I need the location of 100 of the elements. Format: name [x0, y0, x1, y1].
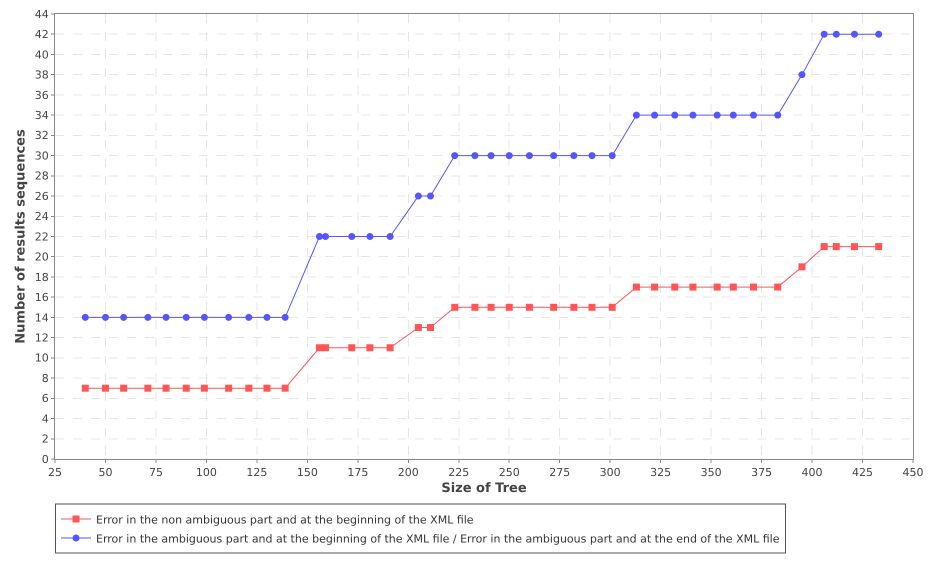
point — [144, 314, 152, 321]
point — [750, 112, 758, 119]
point — [526, 304, 533, 311]
point — [570, 152, 578, 160]
y-tick-label: 8 — [42, 372, 49, 385]
point — [832, 30, 840, 38]
point — [875, 30, 882, 38]
point — [225, 314, 232, 321]
y-tick-label: 0 — [42, 452, 49, 466]
point — [730, 284, 737, 291]
legend-label: Error in the non ambiguous part and at the beginning of the XML file — [96, 513, 474, 526]
point — [651, 112, 658, 119]
point — [526, 152, 533, 160]
point — [471, 304, 478, 311]
point — [506, 304, 513, 311]
x-tick-label: 350 — [700, 466, 722, 480]
x-tick-label: 300 — [600, 466, 621, 480]
point — [671, 112, 678, 119]
point — [570, 304, 578, 311]
x-tick-label: 100 — [196, 466, 217, 480]
y-tick-label: 22 — [34, 230, 49, 244]
point — [632, 112, 640, 119]
point — [162, 384, 170, 392]
point — [348, 233, 356, 240]
point — [200, 314, 208, 321]
point — [414, 324, 422, 332]
x-tick-label: 200 — [398, 466, 419, 480]
point — [282, 384, 289, 392]
point — [182, 314, 190, 321]
point — [366, 233, 374, 240]
x-tick-label: 125 — [246, 466, 268, 480]
y-tick-label: 32 — [34, 129, 49, 142]
y-tick-label: 4 — [42, 412, 49, 426]
x-tick-label: 275 — [549, 466, 570, 480]
point — [386, 344, 394, 352]
point — [608, 304, 616, 311]
y-tick-label: 42 — [34, 28, 49, 42]
y-tick-label: 14 — [34, 311, 49, 324]
x-tick-label: 25 — [48, 466, 62, 480]
point — [798, 263, 806, 270]
point — [386, 233, 394, 240]
point — [820, 30, 828, 38]
x-axis-title: Size of Tree — [441, 480, 527, 496]
y-tick-label: 26 — [34, 190, 49, 203]
y-axis-title: Number of results sequences — [14, 129, 29, 344]
legend-label: Error in the ambiguous part and at the beginning of the XML file / Error in the ambiguous part and at the end of the XML file — [96, 532, 780, 546]
point — [850, 30, 858, 38]
point — [774, 284, 782, 291]
y-tick-label: 28 — [34, 170, 49, 183]
point — [671, 284, 678, 291]
x-tick-label: 175 — [347, 466, 368, 480]
point — [550, 304, 558, 311]
point — [774, 112, 782, 119]
point — [120, 384, 128, 392]
point — [144, 384, 152, 392]
x-tick-label: 75 — [148, 466, 163, 480]
point — [689, 284, 696, 291]
y-tick-label: 40 — [34, 48, 49, 62]
point — [225, 384, 232, 392]
point — [651, 284, 658, 291]
x-tick-label: 450 — [902, 466, 924, 480]
point — [316, 233, 323, 240]
point — [608, 152, 616, 160]
x-tick-label: 375 — [751, 466, 772, 480]
point — [102, 314, 109, 321]
point — [506, 152, 513, 160]
y-tick-label: 6 — [42, 392, 49, 406]
point — [850, 243, 858, 250]
point — [471, 152, 478, 160]
point — [689, 112, 696, 119]
point — [488, 304, 495, 311]
point — [714, 112, 721, 119]
y-tick-label: 10 — [34, 352, 49, 365]
point — [451, 304, 458, 311]
y-tick-label: 24 — [34, 210, 49, 224]
point — [82, 384, 89, 392]
x-tick-label: 400 — [802, 466, 823, 480]
point — [348, 344, 356, 352]
y-tick-label: 34 — [34, 108, 49, 122]
x-tick-label: 150 — [296, 466, 318, 480]
x-tick-label: 50 — [98, 466, 112, 480]
y-tick-label: 30 — [34, 149, 49, 162]
point — [245, 384, 252, 392]
point — [588, 152, 596, 160]
point — [832, 243, 840, 250]
point — [263, 314, 270, 321]
point — [162, 314, 170, 321]
x-tick-label: 225 — [448, 466, 470, 480]
y-tick-label: 44 — [34, 8, 49, 21]
point — [427, 324, 434, 332]
point — [875, 243, 882, 250]
y-tick-label: 38 — [34, 68, 49, 82]
point — [182, 384, 190, 392]
point — [200, 384, 208, 392]
point — [550, 152, 558, 160]
point — [451, 152, 458, 160]
point — [102, 384, 109, 392]
point — [632, 284, 640, 291]
point — [427, 192, 434, 200]
point — [322, 233, 330, 240]
